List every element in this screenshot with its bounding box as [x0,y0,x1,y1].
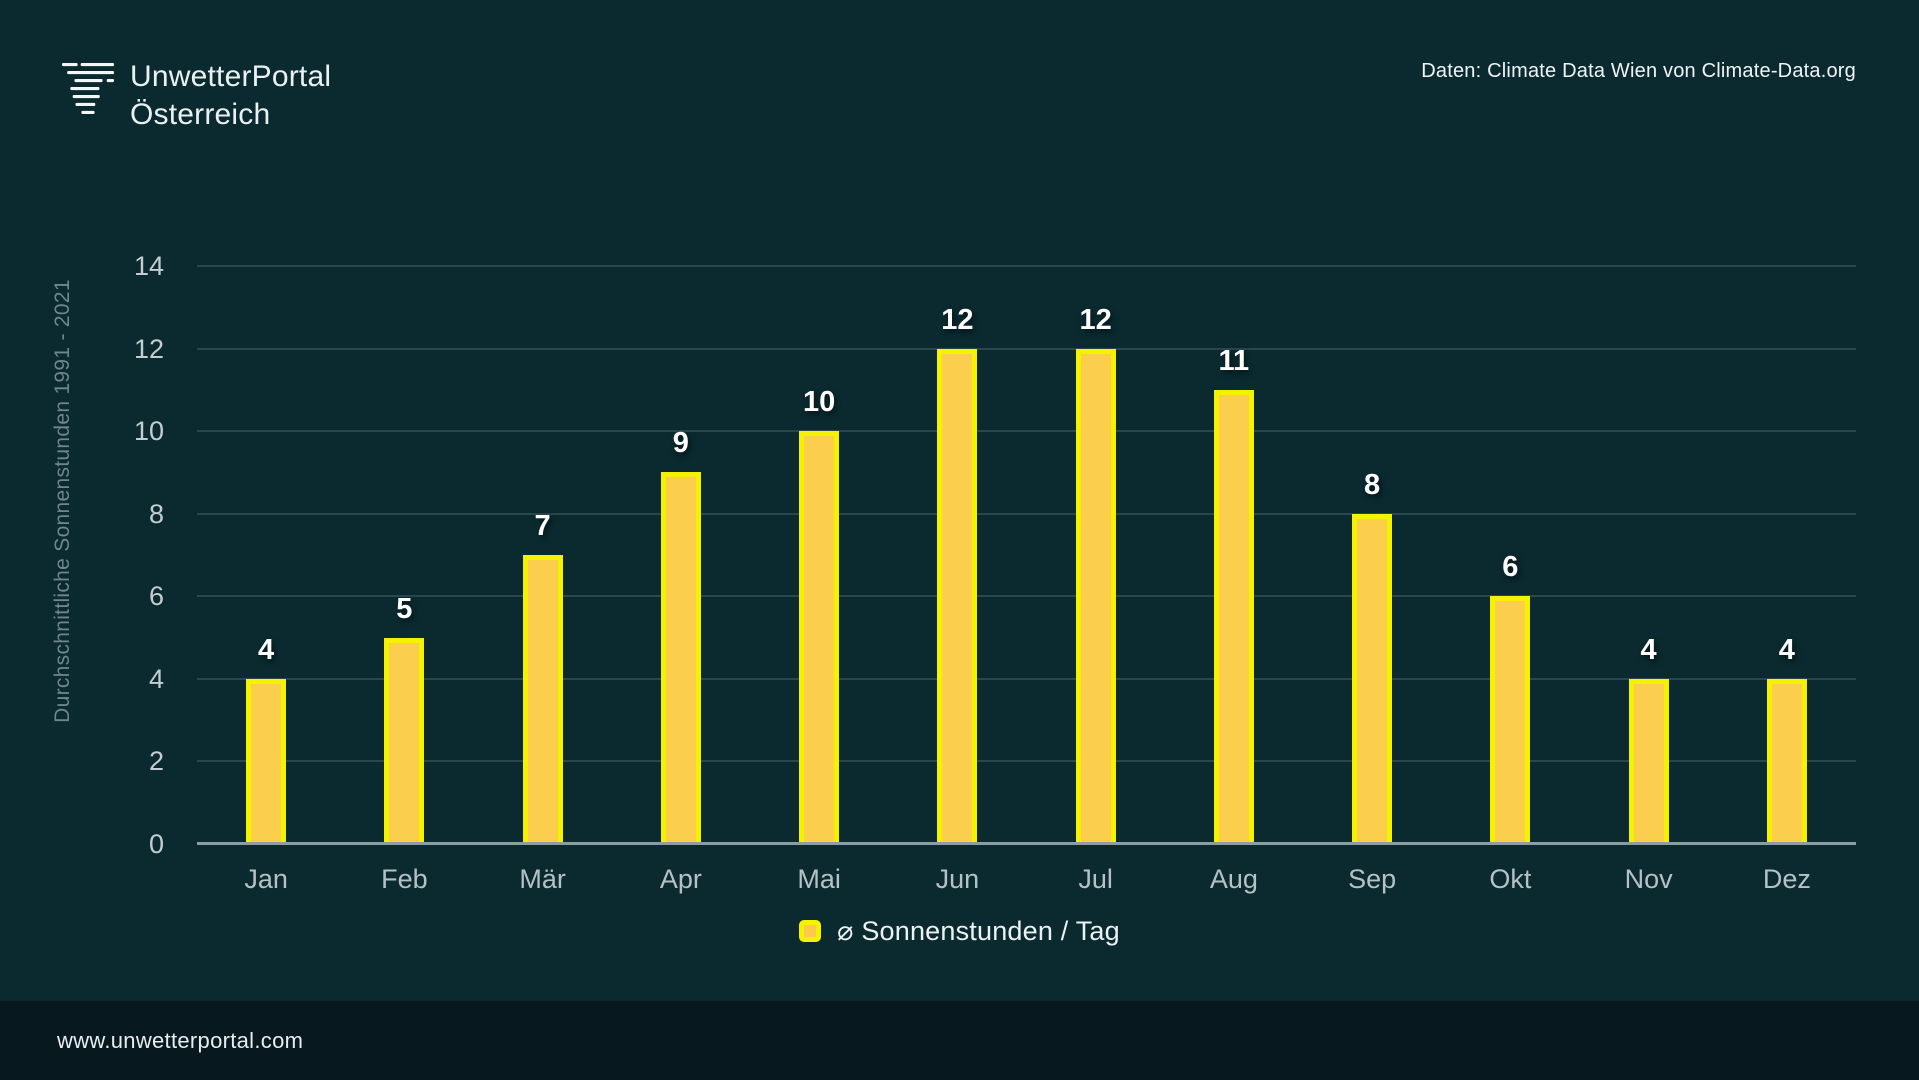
bar [246,678,287,844]
footer-bar: www.unwetterportal.com [0,1001,1919,1080]
gridline [197,760,1856,763]
brand-title: UnwetterPortal Österreich [130,58,331,134]
x-tick-label: Apr [659,864,702,894]
bar [937,348,978,844]
bar-value-label: 7 [534,510,551,542]
x-tick-label: Jan [244,864,288,894]
x-tick-label: Dez [1762,864,1811,894]
bar-value-label: 4 [1640,633,1657,666]
y-tick-label: 4 [148,663,164,694]
bar-slot: 9 Apr [612,266,750,894]
bar [1075,348,1116,844]
bar [1352,513,1393,844]
gridline [197,512,1856,515]
bar-value-label: 6 [1502,551,1519,584]
x-tick-label: Jun [935,864,980,894]
tornado-logo-icon [62,62,114,114]
x-tick-label: Jul [1078,864,1113,894]
bar [384,637,425,844]
y-tick-label: 10 [133,416,164,447]
x-tick-label: Okt [1489,864,1532,894]
bar [1213,389,1254,844]
brand-line1: UnwetterPortal [130,60,332,93]
bar-slot: 11 Aug [1165,266,1303,894]
y-tick-label: 14 [133,251,164,281]
bar-slot: 4 Jan [197,266,335,894]
bar-value-label: 12 [941,303,974,336]
bar-slot: 12 Jul [1027,266,1165,894]
bar-value-label: 9 [672,427,689,460]
y-tick-label: 0 [148,829,164,859]
y-tick-label: 12 [133,333,164,364]
x-tick-label: Mär [519,864,566,894]
bar-slot: 7 Mär [474,266,612,894]
y-tick-label: 8 [148,498,164,529]
gridline [197,347,1856,350]
gridline [197,677,1856,680]
footer-website-url: www.unwetterportal.com [57,1027,304,1053]
bar-slot: 10 Mai [750,266,888,894]
plot-area: 4 Jan 5 Feb 7 Mär 9 Apr 10 Mai 12 Jun 12 Jul 11 Aug 8 Sep… [197,265,1856,894]
legend-swatch-icon [799,920,822,942]
bar-slot: 6 Okt [1441,266,1579,894]
bar [799,431,840,844]
x-tick-label: Mai [797,864,841,894]
bar [1628,678,1669,844]
x-axis-line [197,842,1856,845]
x-tick-label: Nov [1624,864,1673,894]
legend: ⌀ Sonnenstunden / Tag [0,908,1919,954]
gridline [197,595,1856,598]
bar-value-label: 5 [396,592,413,625]
bar-value-label: 8 [1364,468,1381,501]
legend-label: ⌀ Sonnenstunden / Tag [837,915,1120,946]
x-tick-label: Aug [1209,864,1258,894]
bar-value-label: 4 [1778,633,1795,666]
bar [522,555,563,844]
bar-value-label: 11 [1218,344,1250,377]
gridline [197,430,1856,433]
data-source-attribution: Daten: Climate Data Wien von Climate-Dat… [1421,60,1856,82]
y-axis-ticks: 0 2 4 6 8 10 12 14 [0,251,164,859]
x-tick-label: Sep [1348,864,1397,894]
y-tick-label: 6 [148,581,164,612]
bar-value-label: 10 [802,386,836,419]
bar-value-label: 4 [258,633,275,666]
x-tick-label: Feb [381,864,428,894]
y-tick-label: 2 [148,746,164,777]
bar-slot: 12 Jun [888,266,1026,894]
bar [1766,678,1807,844]
brand-line2: Österreich [130,98,271,131]
bar-slot: 8 Sep [1303,266,1441,894]
bar-value-label: 12 [1079,303,1112,336]
gridline [197,265,1856,267]
bar [660,472,701,844]
bar-slot: 5 Feb [335,266,473,894]
bar [1490,596,1531,844]
bar-slot: 4 Dez [1718,266,1856,894]
bar-slot: 4 Nov [1580,266,1718,894]
